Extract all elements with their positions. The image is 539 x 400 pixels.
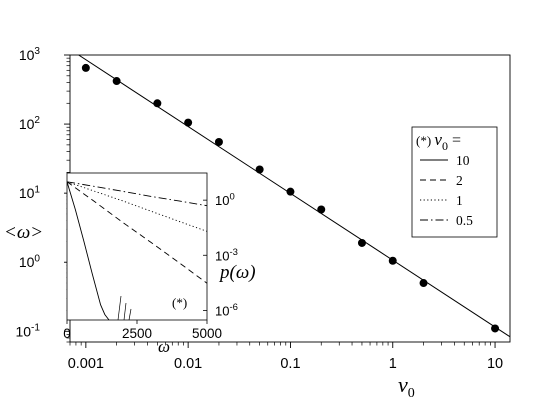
legend-title: (*) v0 = <box>416 130 461 153</box>
main-y-tick-label-base: 10 <box>19 185 35 201</box>
inset-y-tick-label-base: 10 <box>215 303 229 318</box>
main-y-tick-label-exponent: -1 <box>31 322 40 333</box>
main-x-tick-label: 1 <box>389 356 397 372</box>
main-data-point <box>388 256 397 265</box>
main-data-point <box>112 77 121 86</box>
inset-y-tick-label-exponent: -3 <box>229 247 237 258</box>
legend-entry-label: 1 <box>456 193 463 208</box>
main-data-point <box>214 138 223 147</box>
inset-y-tick-label-exponent: 0 <box>229 192 234 203</box>
inset-y-tick-label-base: 10 <box>215 193 229 208</box>
main-y-tick-label-base: 10 <box>19 254 35 270</box>
inset-annotation: (*) <box>172 295 187 310</box>
inset-x-tick-label: 5000 <box>192 326 222 341</box>
main-y-tick-label-exponent: 0 <box>34 253 40 264</box>
inset-noise-spike <box>128 308 132 321</box>
main-x-tick-label: 0.1 <box>280 356 300 372</box>
legend-box <box>411 126 498 238</box>
main-y-tick-label: 102 <box>19 115 41 132</box>
inset-y-tick-label: 10-6 <box>215 302 238 319</box>
inset-x-tick-label: 0 <box>63 326 71 341</box>
main-y-tick-label-base: 10 <box>19 47 35 63</box>
inset-y-axis-label: p(ω) <box>218 262 256 283</box>
main-data-point <box>286 187 295 196</box>
inset-x-tick-label: 2500 <box>122 326 152 341</box>
main-data-point <box>153 99 162 108</box>
inset-y-tick-label: 10-3 <box>215 247 238 264</box>
inset-series-line-solid <box>67 181 110 320</box>
main-x-tick-label: 0.001 <box>68 356 104 372</box>
main-data-point <box>81 63 90 72</box>
legend-title-symbol: v <box>434 130 442 149</box>
main-y-tick-label: 101 <box>19 184 41 201</box>
inset-y-tick-label: 100 <box>215 192 235 209</box>
main-data-point <box>419 279 428 288</box>
main-x-tick-label: 0.01 <box>174 356 202 372</box>
inset-y-tick-label-exponent: -6 <box>229 302 237 313</box>
inset-noise-spike <box>117 295 122 321</box>
main-y-tick-label: 10-1 <box>15 322 40 339</box>
main-y-tick-label-base: 10 <box>19 116 35 132</box>
inset-x-axis-label: ω <box>158 337 170 356</box>
main-data-point <box>255 165 264 174</box>
main-fit-line <box>78 55 510 338</box>
main-y-tick-label-base: 10 <box>15 323 31 339</box>
main-data-point <box>491 324 500 333</box>
main-x-axis-label-symbol: v <box>398 372 408 397</box>
main-data-point <box>357 238 366 247</box>
inset-y-tick-label-base: 10 <box>215 248 229 263</box>
main-data-point <box>184 118 193 127</box>
main-y-tick-label-exponent: 3 <box>34 46 40 57</box>
legend-title-suffix: = <box>448 132 461 149</box>
inset-series-line-dashed <box>67 181 207 284</box>
inset-noise-spike <box>123 302 127 321</box>
main-y-axis-label: <ω> <box>4 222 43 243</box>
legend-title-subscript: 0 <box>442 139 448 153</box>
inset-plot-frame <box>66 172 208 321</box>
main-y-tick-label: 100 <box>19 253 41 270</box>
main-x-axis-label: v0 <box>398 372 415 400</box>
main-x-axis-label-subscript: 0 <box>408 386 415 400</box>
legend-title-prefix: (*) <box>416 133 434 148</box>
legend-entry-label: 2 <box>456 173 463 188</box>
main-x-tick-label: 10 <box>487 356 503 372</box>
legend-entry-label: 0.5 <box>456 213 473 228</box>
main-y-tick-label-exponent: 2 <box>34 115 40 126</box>
main-y-tick-label: 103 <box>19 46 41 63</box>
main-data-point <box>317 205 326 214</box>
legend-entry-label: 10 <box>456 153 470 168</box>
main-y-tick-label-exponent: 1 <box>34 184 40 195</box>
